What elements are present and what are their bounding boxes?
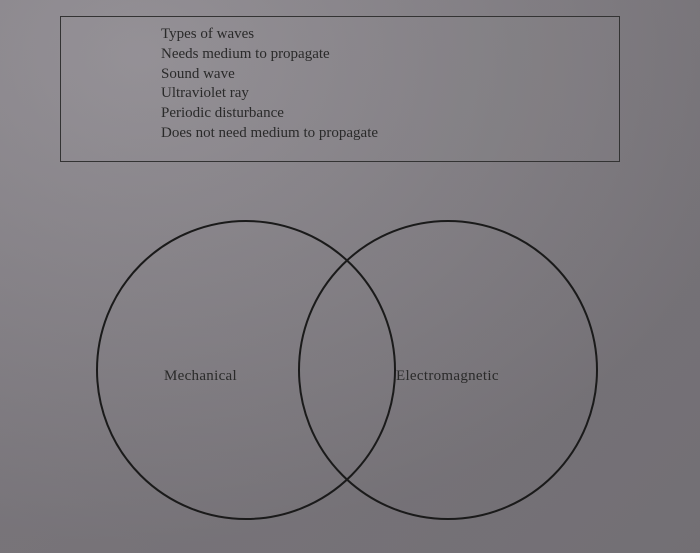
term-line: Periodic disturbance (161, 104, 605, 124)
venn-diagram: Mechanical Electromagnetic (56, 198, 616, 528)
term-line: Types of waves (161, 25, 605, 45)
venn-label-mechanical: Mechanical (164, 368, 237, 385)
term-line: Sound wave (161, 65, 605, 85)
venn-label-electromagnetic: Electromagnetic (396, 368, 499, 385)
term-line: Does not need medium to propagate (161, 124, 605, 144)
term-line: Needs medium to propagate (161, 45, 605, 65)
terms-box: Types of waves Needs medium to propagate… (60, 16, 620, 162)
term-line: Ultraviolet ray (161, 84, 605, 104)
